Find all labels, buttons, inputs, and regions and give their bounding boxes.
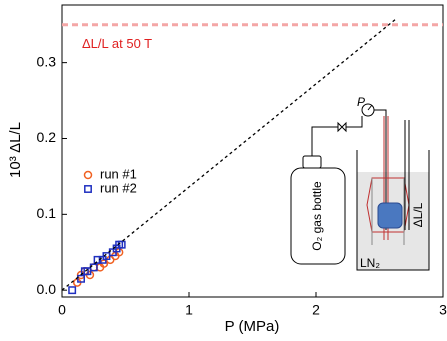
point xyxy=(93,255,102,264)
legend-label: run #1 xyxy=(100,166,137,181)
probe xyxy=(404,120,410,230)
legend-marker xyxy=(84,185,92,193)
ln2-label: LN₂ xyxy=(360,256,380,270)
y-tick-label: 0.3 xyxy=(37,53,57,69)
x-axis-label: P (MPa) xyxy=(225,318,280,335)
valve xyxy=(337,121,347,133)
gauge-label: P xyxy=(357,95,365,109)
y-tick-label: 0.0 xyxy=(37,281,57,297)
legend-marker xyxy=(83,170,93,180)
pipe xyxy=(311,109,387,230)
bottle-valve xyxy=(302,155,322,169)
sample xyxy=(377,202,403,229)
x-tick-label: 3 xyxy=(439,302,447,318)
legend-label: run #2 xyxy=(100,180,137,195)
dewar xyxy=(356,150,430,271)
point xyxy=(77,274,85,283)
gauge-needle xyxy=(367,104,373,111)
y-tick-label: 0.2 xyxy=(37,129,57,145)
point xyxy=(68,286,77,295)
reference-label: ΔL/L at 50 T xyxy=(82,36,152,51)
inset-diagram: O₂ gas bottle P LN₂ ΔL/L xyxy=(290,95,430,271)
x-tick-label: 1 xyxy=(185,302,193,318)
plot-frame xyxy=(61,4,444,298)
x-tick-label: 0 xyxy=(58,302,66,318)
x-tick-label: 2 xyxy=(312,302,320,318)
strain-label: ΔL/L xyxy=(411,202,425,227)
y-axis-label: 10³ ΔL/L xyxy=(7,122,24,178)
bottle-label: O₂ gas bottle xyxy=(310,181,324,251)
y-tick-label: 0.1 xyxy=(37,205,57,221)
